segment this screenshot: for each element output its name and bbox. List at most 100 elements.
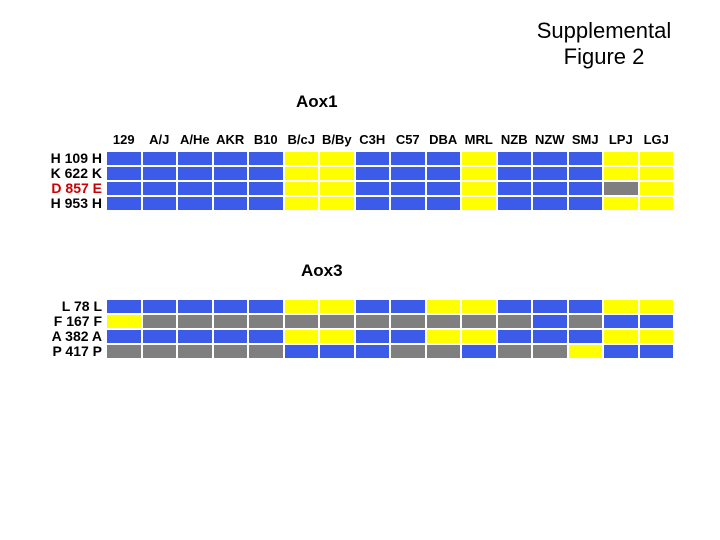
allele-cell-blue (391, 300, 425, 313)
strain-column-header: LPJ (608, 132, 633, 147)
marker-row: F 167 F (0, 314, 673, 328)
allele-cell-blue (178, 300, 212, 313)
marker-row-label: L 78 L (61, 298, 102, 314)
allele-cell-yellow (462, 330, 496, 343)
allele-cell-blue (320, 345, 354, 358)
allele-cell-blue (249, 167, 283, 180)
allele-cell-blue (107, 167, 141, 180)
allele-cell-blue (107, 197, 141, 210)
allele-cell-blue (249, 197, 283, 210)
allele-cell-yellow (639, 182, 673, 195)
allele-cell-blue (213, 197, 247, 210)
allele-cell-gray (604, 182, 638, 195)
allele-cell-yellow (604, 300, 638, 313)
allele-cell-blue (142, 152, 176, 165)
allele-cell-yellow (462, 300, 496, 313)
marker-row-label: A 382 A (51, 328, 102, 344)
allele-cell-yellow (320, 300, 354, 313)
allele-cell-blue (639, 345, 673, 358)
allele-cell-blue (426, 197, 460, 210)
allele-cell-blue (497, 330, 531, 343)
allele-cell-blue (355, 152, 389, 165)
allele-cell-yellow (639, 197, 673, 210)
allele-cell-gray (426, 345, 460, 358)
allele-cell-blue (178, 330, 212, 343)
allele-cell-blue (178, 182, 212, 195)
allele-cell-blue (533, 167, 567, 180)
allele-cell-yellow (320, 330, 354, 343)
allele-cell-yellow (462, 197, 496, 210)
allele-cell-blue (391, 197, 425, 210)
strain-column-header: MRL (464, 132, 493, 147)
allele-cell-blue (533, 152, 567, 165)
allele-cell-gray (320, 315, 354, 328)
allele-cell-yellow (284, 330, 318, 343)
allele-cell-blue (391, 330, 425, 343)
panel-title-aox3: Aox3 (301, 261, 343, 280)
allele-cell-blue (249, 182, 283, 195)
allele-cell-gray (142, 315, 176, 328)
strain-column-header: B10 (253, 132, 278, 147)
marker-row: H 109 H (0, 150, 673, 166)
allele-cell-yellow (639, 330, 673, 343)
allele-cell-blue (568, 152, 602, 165)
allele-cell-yellow (604, 330, 638, 343)
allele-cell-yellow (107, 315, 141, 328)
allele-cell-blue (391, 167, 425, 180)
allele-cell-yellow (284, 182, 318, 195)
allele-cell-gray (533, 345, 567, 358)
allele-cell-blue (142, 197, 176, 210)
allele-cell-blue (533, 182, 567, 195)
allele-cell-gray (462, 315, 496, 328)
allele-cell-blue (284, 345, 318, 358)
allele-cell-blue (639, 315, 673, 328)
panel-title-aox1: Aox1 (296, 92, 338, 111)
allele-cell-blue (355, 197, 389, 210)
allele-cell-blue (249, 300, 283, 313)
allele-cell-blue (178, 152, 212, 165)
page-title-line2: Figure 2 (563, 44, 645, 69)
page-title-line1: Supplemental (536, 18, 672, 43)
allele-cell-blue (249, 330, 283, 343)
allele-cell-blue (462, 345, 496, 358)
allele-cell-gray (178, 345, 212, 358)
allele-cell-blue (533, 315, 567, 328)
marker-row: L 78 L (0, 298, 673, 314)
allele-cell-blue (213, 300, 247, 313)
allele-cell-blue (568, 330, 602, 343)
allele-cell-gray (107, 345, 141, 358)
allele-cell-blue (391, 152, 425, 165)
marker-row: H 953 H (0, 195, 673, 211)
allele-cell-blue (426, 152, 460, 165)
strain-column-header: B/cJ (287, 132, 315, 147)
strain-column-header: B/By (321, 132, 352, 147)
allele-cell-blue (533, 197, 567, 210)
allele-cell-yellow (604, 152, 638, 165)
allele-cell-gray (426, 315, 460, 328)
allele-cell-blue (213, 152, 247, 165)
allele-cell-gray (391, 345, 425, 358)
allele-cell-gray (249, 315, 283, 328)
allele-cell-yellow (320, 167, 354, 180)
strain-column-header: AKR (216, 132, 245, 147)
allele-cell-gray (568, 315, 602, 328)
allele-cell-blue (178, 197, 212, 210)
allele-cell-blue (355, 345, 389, 358)
strain-column-header: A/J (149, 132, 170, 147)
marker-row: A 382 A (0, 328, 673, 344)
allele-cell-yellow (462, 182, 496, 195)
allele-cell-blue (568, 197, 602, 210)
allele-cell-blue (568, 167, 602, 180)
strain-column-header: 129 (112, 132, 135, 147)
marker-row-label: H 109 H (50, 150, 102, 166)
allele-cell-blue (107, 330, 141, 343)
allele-cell-gray (178, 315, 212, 328)
marker-row: K 622 K (0, 166, 673, 180)
allele-cell-gray (249, 345, 283, 358)
allele-cell-gray (391, 315, 425, 328)
marker-row-label: H 953 H (50, 195, 102, 211)
allele-cell-blue (355, 182, 389, 195)
allele-cell-blue (533, 330, 567, 343)
